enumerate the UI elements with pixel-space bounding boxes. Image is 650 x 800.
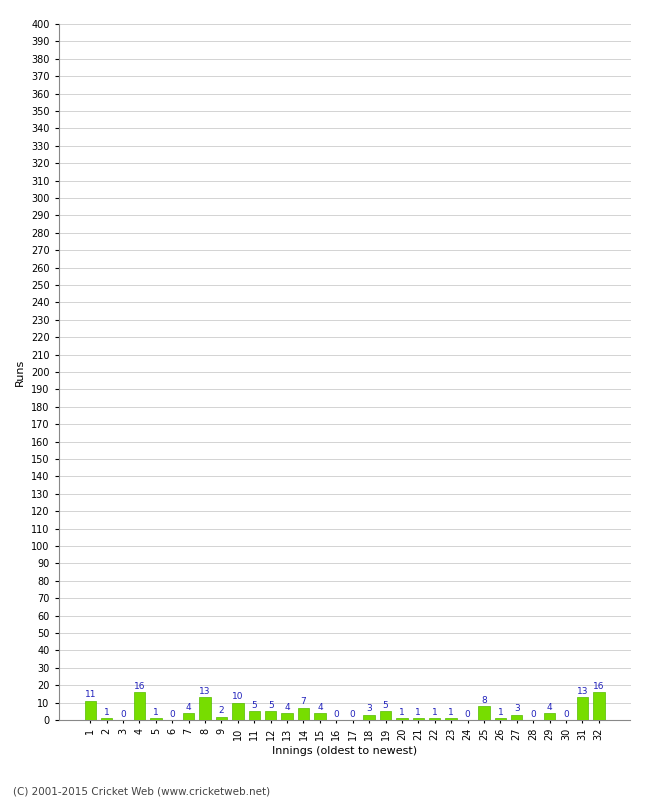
Text: (C) 2001-2015 Cricket Web (www.cricketweb.net): (C) 2001-2015 Cricket Web (www.cricketwe… [13,786,270,796]
Bar [216,717,228,720]
Text: 4: 4 [284,702,290,712]
Bar [363,714,375,720]
Text: 5: 5 [268,701,274,710]
Text: 16: 16 [134,682,145,690]
Text: 0: 0 [530,710,536,718]
Text: 1: 1 [399,708,405,717]
Text: 3: 3 [514,704,519,714]
Text: 13: 13 [200,687,211,696]
Bar [150,718,162,720]
Text: 3: 3 [366,704,372,714]
Bar [396,718,408,720]
Bar [445,718,457,720]
Text: 16: 16 [593,682,605,690]
Text: 7: 7 [300,698,306,706]
Text: 4: 4 [186,702,192,712]
Bar [265,711,276,720]
Bar [478,706,489,720]
Bar [577,698,588,720]
Text: 0: 0 [465,710,471,718]
Text: 0: 0 [350,710,356,718]
Bar [84,701,96,720]
Bar [101,718,112,720]
Text: 0: 0 [563,710,569,718]
Text: 1: 1 [415,708,421,717]
Text: 4: 4 [547,702,552,712]
Y-axis label: Runs: Runs [16,358,25,386]
Text: 0: 0 [120,710,126,718]
Text: 4: 4 [317,702,322,712]
Text: 2: 2 [218,706,224,715]
Text: 10: 10 [232,692,244,702]
Bar [380,711,391,720]
Bar [544,713,555,720]
Bar [495,718,506,720]
Bar [281,713,293,720]
Text: 1: 1 [432,708,437,717]
Bar [232,702,244,720]
Text: 5: 5 [252,701,257,710]
Text: 1: 1 [497,708,503,717]
Bar [429,718,441,720]
Text: 1: 1 [153,708,159,717]
Text: 0: 0 [170,710,175,718]
Bar [511,714,523,720]
Bar [183,713,194,720]
Bar [593,692,605,720]
Text: 1: 1 [104,708,109,717]
Bar [200,698,211,720]
Bar [248,711,260,720]
Text: 0: 0 [333,710,339,718]
Text: 13: 13 [577,687,588,696]
Text: 8: 8 [481,696,487,705]
Text: 11: 11 [84,690,96,699]
Bar [134,692,145,720]
Bar [314,713,326,720]
Bar [413,718,424,720]
X-axis label: Innings (oldest to newest): Innings (oldest to newest) [272,746,417,756]
Text: 5: 5 [383,701,389,710]
Text: 1: 1 [448,708,454,717]
Bar [298,708,309,720]
